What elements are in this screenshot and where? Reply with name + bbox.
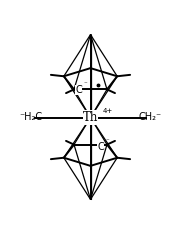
Text: ⁻: ⁻ <box>83 81 87 87</box>
Text: 4+: 4+ <box>103 108 113 113</box>
Text: ⁻H₂C: ⁻H₂C <box>19 112 42 122</box>
Text: C: C <box>75 85 82 95</box>
Text: C: C <box>97 142 104 152</box>
Text: ⁻: ⁻ <box>105 138 109 144</box>
Text: Th: Th <box>83 111 98 124</box>
Text: CH₂⁻: CH₂⁻ <box>139 112 162 122</box>
